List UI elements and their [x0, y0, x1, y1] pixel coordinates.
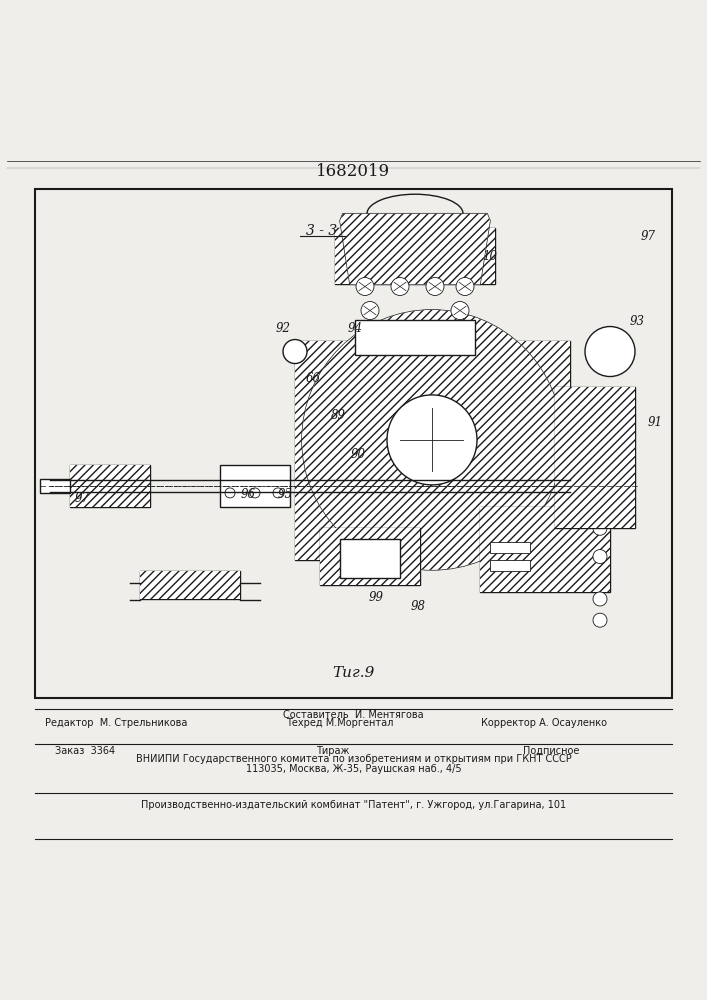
Text: Тираж: Тираж [315, 746, 349, 756]
Bar [320, 528, 420, 585]
Circle shape [302, 310, 562, 570]
Bar [480, 507, 610, 592]
Text: 66: 66 [305, 372, 320, 385]
Bar [70, 465, 150, 507]
Bar [70, 465, 150, 507]
Bar [555, 387, 635, 528]
Text: 96: 96 [240, 488, 255, 501]
Bar [555, 387, 635, 528]
Polygon shape [340, 214, 490, 284]
Polygon shape [340, 214, 490, 284]
Circle shape [593, 550, 607, 564]
Circle shape [361, 302, 379, 320]
Bar [340, 539, 400, 578]
Circle shape [283, 340, 307, 364]
Text: Производственно-издательский комбинат "Патент", г. Ужгород, ул.Гагарина, 101: Производственно-издательский комбинат "П… [141, 800, 566, 810]
Bar [40, 479, 70, 493]
Text: Τиг.9: Τиг.9 [332, 666, 375, 680]
Text: 92: 92 [276, 322, 291, 335]
Text: 99: 99 [368, 591, 383, 604]
Bar [490, 542, 530, 553]
Text: 90: 90 [351, 448, 366, 461]
Circle shape [273, 488, 283, 498]
Bar [140, 571, 240, 599]
Text: 113035, Москва, Ж-35, Раушская наб., 4/5: 113035, Москва, Ж-35, Раушская наб., 4/5 [246, 764, 461, 774]
Circle shape [250, 488, 260, 498]
Text: 97: 97 [641, 230, 655, 243]
Circle shape [451, 302, 469, 320]
Circle shape [391, 277, 409, 295]
Text: 93: 93 [629, 315, 645, 328]
Circle shape [356, 277, 374, 295]
Text: 89: 89 [330, 409, 346, 422]
Text: 94: 94 [348, 322, 363, 335]
Bar [35, 189, 672, 698]
Text: Подписное: Подписное [523, 746, 580, 756]
Text: 10: 10 [482, 250, 498, 263]
Text: ВНИИПИ Государственного комитета по изобретениям и открытиям при ГКНТ СССР: ВНИИПИ Государственного комитета по изоб… [136, 754, 571, 764]
Text: 1682019: 1682019 [317, 163, 390, 180]
Text: 3 - 3: 3 - 3 [306, 224, 337, 238]
Text: Составитель  И. Ментягова: Составитель И. Ментягова [284, 710, 423, 720]
Bar [220, 465, 290, 507]
Text: 91: 91 [648, 416, 662, 429]
Text: Редактор  М. Стрельникова: Редактор М. Стрельникова [45, 718, 188, 728]
Bar [335, 228, 495, 284]
Circle shape [387, 395, 477, 485]
Bar [320, 528, 420, 585]
Circle shape [593, 521, 607, 535]
Circle shape [593, 613, 607, 627]
Circle shape [426, 277, 444, 295]
Text: 95: 95 [278, 488, 293, 501]
Bar [140, 571, 240, 599]
Bar [355, 320, 475, 355]
Circle shape [456, 277, 474, 295]
Bar [490, 560, 530, 571]
Text: Заказ  3364: Заказ 3364 [54, 746, 115, 756]
Bar [295, 341, 570, 560]
Text: Техред М.Моргентал: Техред М.Моргентал [286, 718, 393, 728]
Circle shape [302, 310, 562, 570]
Bar [480, 507, 610, 592]
Text: Корректор А. Осауленко: Корректор А. Осауленко [481, 718, 607, 728]
Bar [295, 341, 570, 560]
FancyBboxPatch shape [335, 228, 495, 284]
Text: 98: 98 [411, 600, 426, 613]
Circle shape [593, 592, 607, 606]
Text: 97: 97 [74, 492, 90, 505]
Circle shape [585, 327, 635, 377]
Circle shape [225, 488, 235, 498]
